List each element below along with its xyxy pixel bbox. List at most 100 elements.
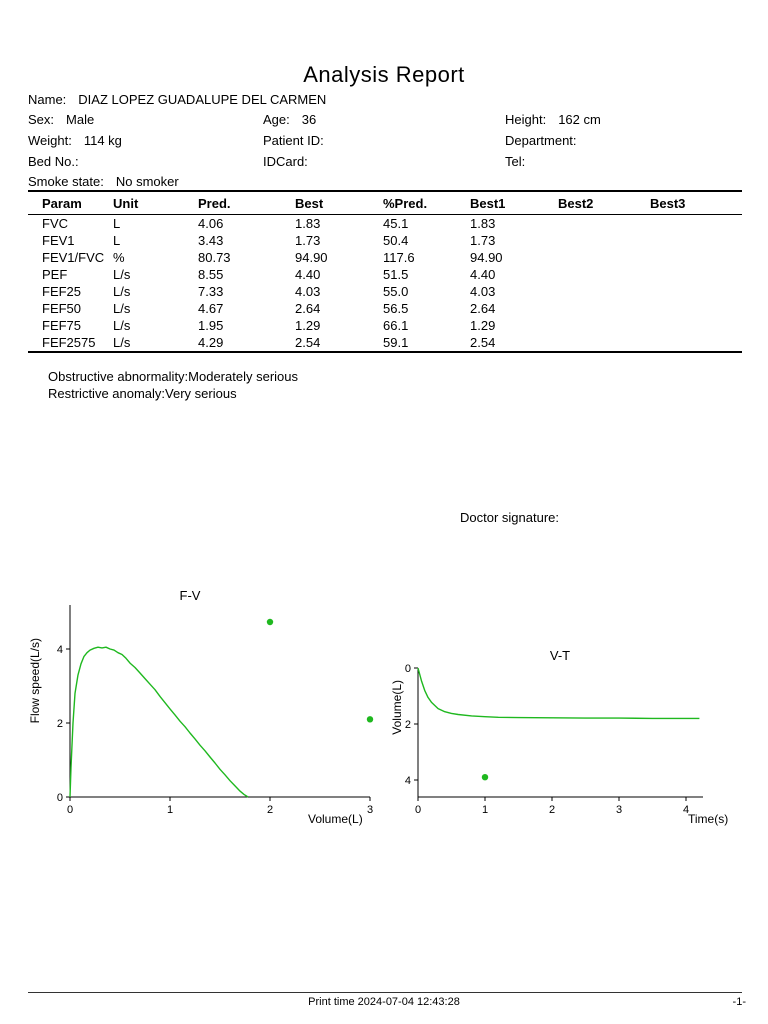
svg-text:1: 1 bbox=[482, 804, 488, 816]
svg-text:4: 4 bbox=[57, 644, 63, 656]
table-cell bbox=[650, 232, 742, 249]
svg-text:1: 1 bbox=[167, 804, 173, 816]
name-value: DIAZ LOPEZ GUADALUPE DEL CARMEN bbox=[78, 92, 327, 107]
table-cell: FEF50 bbox=[42, 301, 82, 316]
print-time: Print time 2024-07-04 12:43:28 bbox=[308, 996, 460, 1008]
table-cell bbox=[558, 266, 650, 283]
table-row: FEF25 L/s 7.33 4.03 55.0 4.03 bbox=[28, 283, 742, 300]
header-cell: Best bbox=[295, 196, 324, 211]
patient-name-row: Name: DIAZ LOPEZ GUADALUPE DEL CARMEN bbox=[28, 92, 326, 107]
age-label: Age: bbox=[263, 112, 290, 127]
age-value: 36 bbox=[301, 112, 317, 127]
findings: Obstructive abnormality:Moderately serio… bbox=[48, 368, 298, 402]
idcard-label: IDCard: bbox=[263, 154, 308, 169]
table-cell: 117.6 bbox=[383, 250, 415, 265]
bed-no-field: Bed No.: bbox=[28, 154, 91, 169]
tel-label: Tel: bbox=[505, 154, 526, 169]
table-cell: 94.90 bbox=[295, 250, 328, 265]
smoke-value: No smoker bbox=[115, 174, 179, 189]
svg-text:2: 2 bbox=[549, 804, 555, 816]
table-cell: L/s bbox=[113, 335, 131, 350]
table-cell bbox=[558, 317, 650, 334]
department-label: Department: bbox=[505, 133, 577, 148]
table-cell: FVC bbox=[42, 216, 68, 231]
svg-text:2: 2 bbox=[267, 804, 273, 816]
table-cell: 51.5 bbox=[383, 267, 409, 282]
table-cell: 94.90 bbox=[470, 250, 503, 265]
table-cell bbox=[558, 300, 650, 317]
table-cell: PEF bbox=[42, 267, 68, 282]
table-cell bbox=[650, 266, 742, 283]
header-cell: Best3 bbox=[650, 196, 686, 211]
svg-text:4: 4 bbox=[405, 775, 411, 787]
table-cell bbox=[558, 232, 650, 249]
table-cell: 1.73 bbox=[295, 233, 321, 248]
table-cell: FEV1 bbox=[42, 233, 75, 248]
table-cell bbox=[650, 334, 742, 351]
weight-label: Weight: bbox=[28, 133, 72, 148]
doctor-signature-label: Doctor signature: bbox=[460, 510, 559, 525]
table-row: FEV1/FVC% 80.73 94.90 117.6 94.90 bbox=[28, 249, 742, 266]
table-cell: 1.95 bbox=[198, 318, 224, 333]
table-cell bbox=[650, 300, 742, 317]
height-label: Height: bbox=[505, 112, 547, 127]
table-cell: L bbox=[113, 233, 121, 248]
header-cell: Best1 bbox=[470, 196, 506, 211]
table-cell: L bbox=[113, 216, 121, 231]
department-field: Department: bbox=[505, 133, 589, 148]
fv-xlabel: Volume(L) bbox=[308, 812, 363, 826]
fv-chart-title: F-V bbox=[179, 588, 201, 603]
page-title: Analysis Report bbox=[303, 62, 465, 87]
table-cell: 1.29 bbox=[470, 318, 496, 333]
tel-field: Tel: bbox=[505, 154, 537, 169]
table-cell: 4.06 bbox=[198, 216, 224, 231]
svg-text:0: 0 bbox=[57, 792, 63, 804]
header-cell: Best2 bbox=[558, 196, 594, 211]
idcard-field: IDCard: bbox=[263, 154, 320, 169]
page-number: -1- bbox=[732, 996, 746, 1008]
table-cell: L/s bbox=[113, 318, 131, 333]
table-cell: 56.5 bbox=[383, 301, 409, 316]
table-cell bbox=[650, 317, 742, 334]
table-cell: 80.73 bbox=[198, 250, 231, 265]
table-cell: L/s bbox=[113, 301, 131, 316]
smoke-field: Smoke state: No smoker bbox=[28, 174, 179, 189]
param-table: Param Unit Pred. Best %Pred. Best1 Best2… bbox=[28, 190, 742, 353]
table-cell bbox=[558, 249, 650, 266]
table-cell: 4.40 bbox=[295, 267, 321, 282]
table-row: FEF75 L/s 1.95 1.29 66.1 1.29 bbox=[28, 317, 742, 334]
table-cell bbox=[558, 215, 650, 232]
patient-id-field: Patient ID: bbox=[263, 133, 336, 148]
table-cell: 8.55 bbox=[198, 267, 224, 282]
restrictive-finding: Restrictive anomaly:Very serious bbox=[48, 386, 237, 401]
table-row: PEF L/s 8.55 4.40 51.5 4.40 bbox=[28, 266, 742, 283]
table-cell: 50.4 bbox=[383, 233, 409, 248]
table-cell bbox=[650, 249, 742, 266]
header-cell: Unit bbox=[113, 196, 139, 211]
table-cell: FEF25 bbox=[42, 284, 82, 299]
table-cell bbox=[650, 215, 742, 232]
table-cell: 45.1 bbox=[383, 216, 409, 231]
table-cell: 3.43 bbox=[198, 233, 224, 248]
svg-text:4: 4 bbox=[683, 804, 689, 816]
svg-text:0: 0 bbox=[415, 804, 421, 816]
table-cell: 1.29 bbox=[295, 318, 321, 333]
sex-label: Sex: bbox=[28, 112, 55, 127]
table-cell: % bbox=[113, 250, 125, 265]
name-label: Name: bbox=[28, 92, 67, 107]
table-cell: 2.64 bbox=[295, 301, 321, 316]
table-cell: 59.1 bbox=[383, 335, 409, 350]
sex-field: Sex: Male bbox=[28, 112, 94, 127]
vt-xlabel: Time(s) bbox=[688, 812, 729, 826]
table-cell: FEF2575 bbox=[42, 335, 96, 350]
smoke-label: Smoke state: bbox=[28, 174, 104, 189]
table-cell bbox=[558, 283, 650, 300]
table-cell: 55.0 bbox=[383, 284, 409, 299]
height-field: Height: 162 cm bbox=[505, 112, 601, 127]
table-cell: 2.64 bbox=[470, 301, 496, 316]
svg-text:0: 0 bbox=[67, 804, 73, 816]
svg-text:3: 3 bbox=[616, 804, 622, 816]
header-cell: %Pred. bbox=[383, 196, 428, 211]
header-cell: Pred. bbox=[198, 196, 231, 211]
